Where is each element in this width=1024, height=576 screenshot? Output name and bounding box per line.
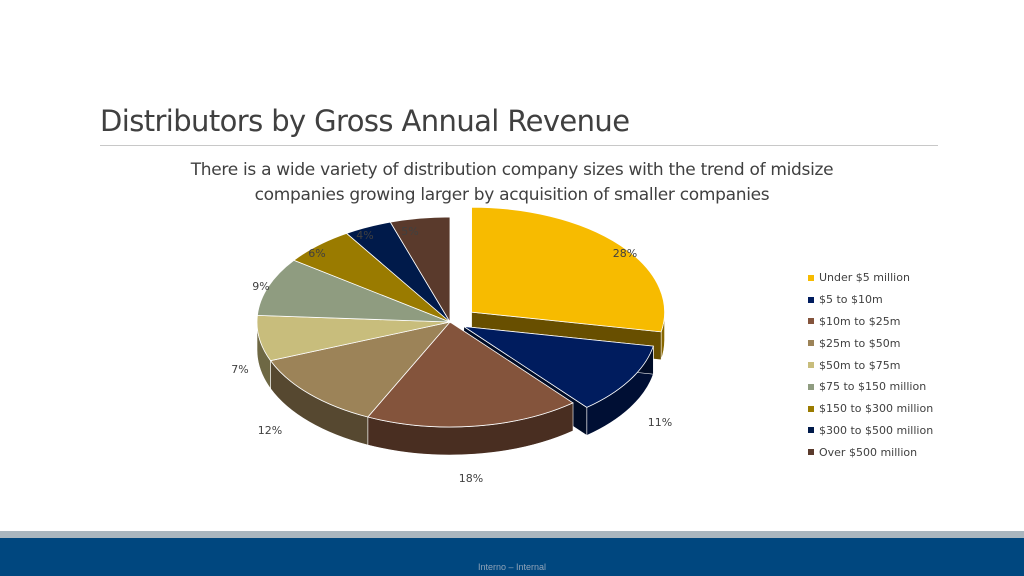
legend-label: Under $5 million [819,271,910,285]
chart-legend: Under $5 million $5 to $10m $10m to $25m $2… [808,267,933,463]
legend-item-10m-to-25m: $10m to $25m [808,311,933,333]
legend-item-75-to-150-million: $75 to $150 million [808,376,933,398]
pie-tops [256,206,665,428]
slice-label-over-500-million: 5% [401,225,418,238]
slide-title: Distributors by Gross Annual Revenue [100,104,630,138]
legend-item-300-to-500-million: $300 to $500 million [808,420,933,442]
slice-label-25m-to-50m: 12% [258,424,282,437]
pie-slice-under-5-million [471,206,665,333]
subtitle-line-2: companies growing larger by acquisition … [254,185,770,205]
legend-label: $75 to $150 million [819,380,927,394]
footer-classification-label: Interno – Internal [477,562,547,572]
title-divider [100,145,938,146]
legend-label: $25m to $50m [819,336,901,350]
legend-item-150-to-300-million: $150 to $300 million [808,398,933,420]
slice-label-5-to-10m: 11% [648,416,672,429]
legend-label: Over $500 million [819,445,918,459]
legend-label: $50m to $75m [819,358,901,372]
pie-slice-10m-to-25m [367,321,574,428]
slice-label-150-to-300-million: 6% [308,247,325,260]
footer-bar [0,538,1024,576]
legend-swatch [808,383,814,390]
legend-item-over-500-million: Over $500 million [808,441,933,463]
slice-label-300-to-500-million: 4% [356,229,373,242]
slice-label-50m-to-75m: 7% [231,363,248,376]
legend-label: $10m to $25m [819,314,901,328]
legend-swatch [808,405,814,412]
pie-slice-75-to-150-million [256,259,451,323]
legend-swatch [808,362,814,369]
footer-accent-bar [0,531,1024,538]
slice-label-10m-to-25m: 18% [459,472,483,485]
legend-item-50m-to-75m: $50m to $75m [808,354,933,376]
legend-swatch [808,427,814,434]
legend-swatch [808,296,814,303]
pie-labels: 28% 11% 18% 12% 7% 9% 6% 4% 5% [231,225,672,485]
legend-label: $150 to $300 million [819,402,934,416]
legend-swatch [808,318,814,325]
legend-swatch [808,449,814,456]
legend-label: $300 to $500 million [819,423,934,437]
legend-label: $5 to $10m [819,293,883,307]
legend-item-under-5-million: Under $5 million [808,267,933,289]
legend-item-25m-to-50m: $25m to $50m [808,332,933,354]
legend-swatch [808,274,814,281]
pie-slice-25m-to-50m [269,321,452,418]
legend-swatch [808,340,814,347]
slide-subtitle: There is a wide variety of distribution … [140,158,884,208]
pie-slice-5-to-10m [463,326,654,408]
slice-label-75-to-150-million: 9% [252,280,269,293]
pie-slice-over-500-million [389,216,451,324]
legend-item-5-to-10m: $5 to $10m [808,289,933,311]
subtitle-line-1: There is a wide variety of distribution … [190,160,834,180]
slice-label-under-5-million: 28% [613,247,637,260]
